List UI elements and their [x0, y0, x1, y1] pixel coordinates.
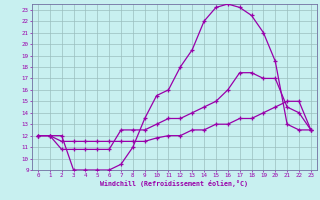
X-axis label: Windchill (Refroidissement éolien,°C): Windchill (Refroidissement éolien,°C) [100, 180, 248, 187]
